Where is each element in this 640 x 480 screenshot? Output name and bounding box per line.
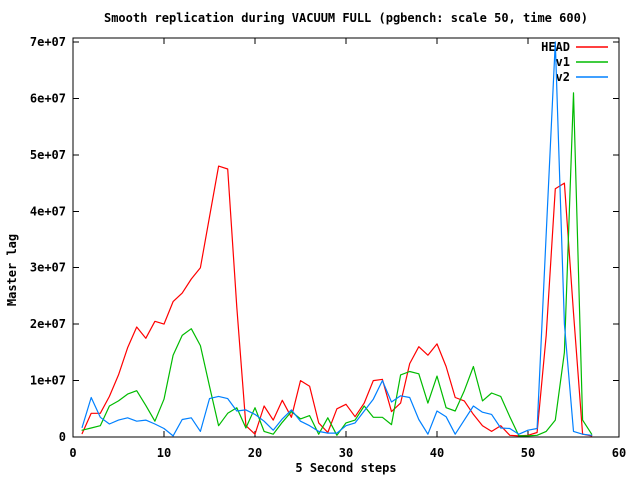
y-tick-label: 0 (59, 430, 66, 444)
x-tick-label: 60 (612, 446, 626, 460)
series-line-v1 (81, 92, 593, 437)
tick-labels: 0 10 20 30 40 50 60 0 1e+07 2e+07 3e+07 4e+07 5e+07 6… (30, 35, 626, 460)
y-tick-label: 5e+07 (30, 148, 66, 162)
y-axis-label: Master lag (5, 234, 19, 306)
x-tick-label: 10 (157, 446, 171, 460)
legend-label-v2: v2 (556, 70, 570, 84)
x-tick-label: 50 (521, 446, 535, 460)
legend-label-v1: v1 (556, 55, 570, 69)
chart-title: Smooth replication during VACUUM FULL (p… (104, 11, 588, 25)
series-line-v2 (81, 41, 593, 437)
y-tick-label: 1e+07 (30, 374, 66, 388)
x-tick-label: 20 (248, 446, 262, 460)
data-series (81, 41, 593, 437)
x-tick-label: 30 (339, 446, 353, 460)
series-line-HEAD (81, 165, 593, 437)
x-tick-label: 0 (69, 446, 76, 460)
y-tick-label: 4e+07 (30, 204, 66, 218)
x-axis-label: 5 Second steps (295, 461, 396, 475)
y-tick-label: 7e+07 (30, 35, 66, 49)
x-tick-label: 40 (430, 446, 444, 460)
y-tick-label: 2e+07 (30, 317, 66, 331)
y-tick-label: 3e+07 (30, 261, 66, 275)
y-tick-label: 6e+07 (30, 91, 66, 105)
axis-ticks (72, 38, 620, 437)
